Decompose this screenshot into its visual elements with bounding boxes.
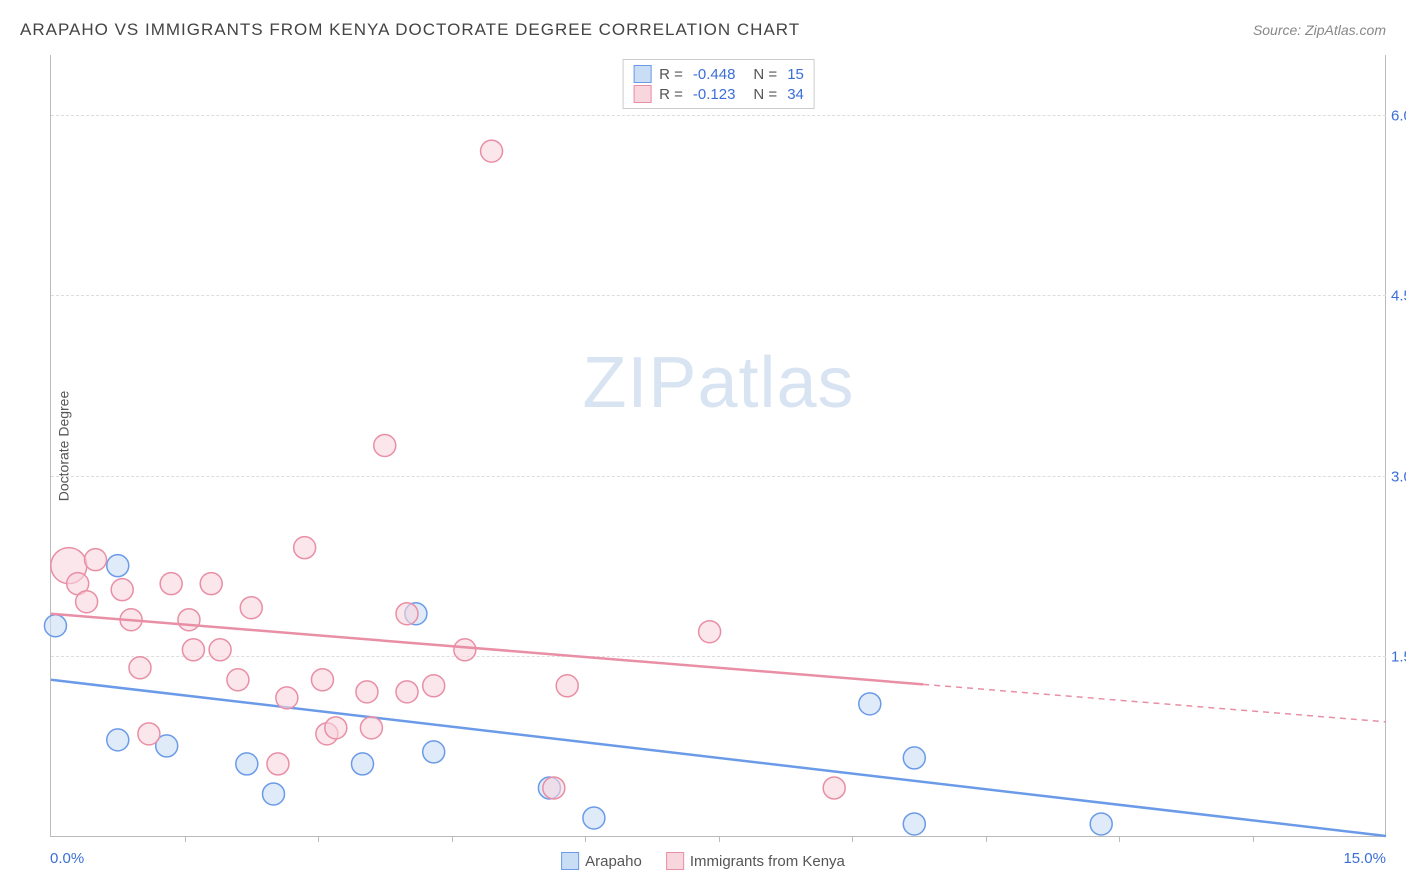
data-point	[583, 807, 605, 829]
n-value: 34	[787, 86, 804, 103]
x-tick-mark	[585, 836, 586, 842]
series-legend: Arapaho Immigrants from Kenya	[561, 852, 845, 870]
data-point	[556, 675, 578, 697]
x-tick-mark	[452, 836, 453, 842]
r-label: R =	[659, 66, 683, 83]
data-point	[423, 741, 445, 763]
data-point	[227, 669, 249, 691]
n-value: 15	[787, 66, 804, 83]
data-point	[903, 813, 925, 835]
x-tick-mark	[185, 836, 186, 842]
r-value: -0.448	[693, 66, 736, 83]
source-attribution: Source: ZipAtlas.com	[1253, 22, 1386, 38]
data-point	[240, 597, 262, 619]
legend-swatch	[633, 85, 651, 103]
data-point	[1090, 813, 1112, 835]
data-point	[454, 639, 476, 661]
data-point	[263, 783, 285, 805]
data-point	[396, 681, 418, 703]
data-point	[138, 723, 160, 745]
legend-series-name: Immigrants from Kenya	[690, 853, 845, 870]
data-point	[374, 435, 396, 457]
data-point	[699, 621, 721, 643]
data-point	[129, 657, 151, 679]
x-tick-mark	[719, 836, 720, 842]
y-tick-label: 6.0%	[1391, 108, 1406, 125]
r-value: -0.123	[693, 86, 736, 103]
x-tick-mark	[852, 836, 853, 842]
legend-series-name: Arapaho	[585, 853, 642, 870]
y-tick-label: 3.0%	[1391, 468, 1406, 485]
data-point	[85, 549, 107, 571]
legend-item: Immigrants from Kenya	[666, 852, 845, 870]
data-point	[236, 753, 258, 775]
trend-line-extrapolated	[923, 684, 1386, 721]
data-point	[543, 777, 565, 799]
scatter-svg	[51, 55, 1386, 836]
data-point	[311, 669, 333, 691]
data-point	[209, 639, 231, 661]
data-point	[352, 753, 374, 775]
data-point	[356, 681, 378, 703]
legend-swatch	[633, 65, 651, 83]
data-point	[859, 693, 881, 715]
data-point	[423, 675, 445, 697]
data-point	[903, 747, 925, 769]
legend-swatch	[666, 852, 684, 870]
data-point	[182, 639, 204, 661]
y-tick-label: 4.5%	[1391, 288, 1406, 305]
chart-plot-area: ZIPatlas 1.5%3.0%4.5%6.0% R =-0.448N =15…	[50, 55, 1386, 837]
correlation-legend: R = -0.448 N = 15 R = -0.123 N = 34	[622, 59, 815, 109]
x-tick-mark	[1119, 836, 1120, 842]
legend-swatch	[561, 852, 579, 870]
data-point	[107, 729, 129, 751]
data-point	[325, 717, 347, 739]
chart-title: ARAPAHO VS IMMIGRANTS FROM KENYA DOCTORA…	[20, 20, 800, 40]
n-label: N =	[753, 66, 777, 83]
data-point	[76, 591, 98, 613]
x-min-label: 0.0%	[50, 850, 84, 867]
n-label: N =	[753, 86, 777, 103]
x-max-label: 15.0%	[1343, 850, 1386, 867]
data-point	[160, 573, 182, 595]
data-point	[294, 537, 316, 559]
data-point	[823, 777, 845, 799]
data-point	[481, 140, 503, 162]
legend-stat-row: R = -0.448 N = 15	[633, 64, 804, 84]
legend-item: Arapaho	[561, 852, 642, 870]
data-point	[267, 753, 289, 775]
data-point	[360, 717, 382, 739]
legend-stat-row: R = -0.123 N = 34	[633, 84, 804, 104]
x-tick-mark	[1253, 836, 1254, 842]
data-point	[276, 687, 298, 709]
data-point	[44, 615, 66, 637]
x-tick-mark	[318, 836, 319, 842]
data-point	[178, 609, 200, 631]
x-tick-mark	[986, 836, 987, 842]
data-point	[111, 579, 133, 601]
data-point	[396, 603, 418, 625]
r-label: R =	[659, 86, 683, 103]
data-point	[200, 573, 222, 595]
y-tick-label: 1.5%	[1391, 648, 1406, 665]
data-point	[107, 555, 129, 577]
